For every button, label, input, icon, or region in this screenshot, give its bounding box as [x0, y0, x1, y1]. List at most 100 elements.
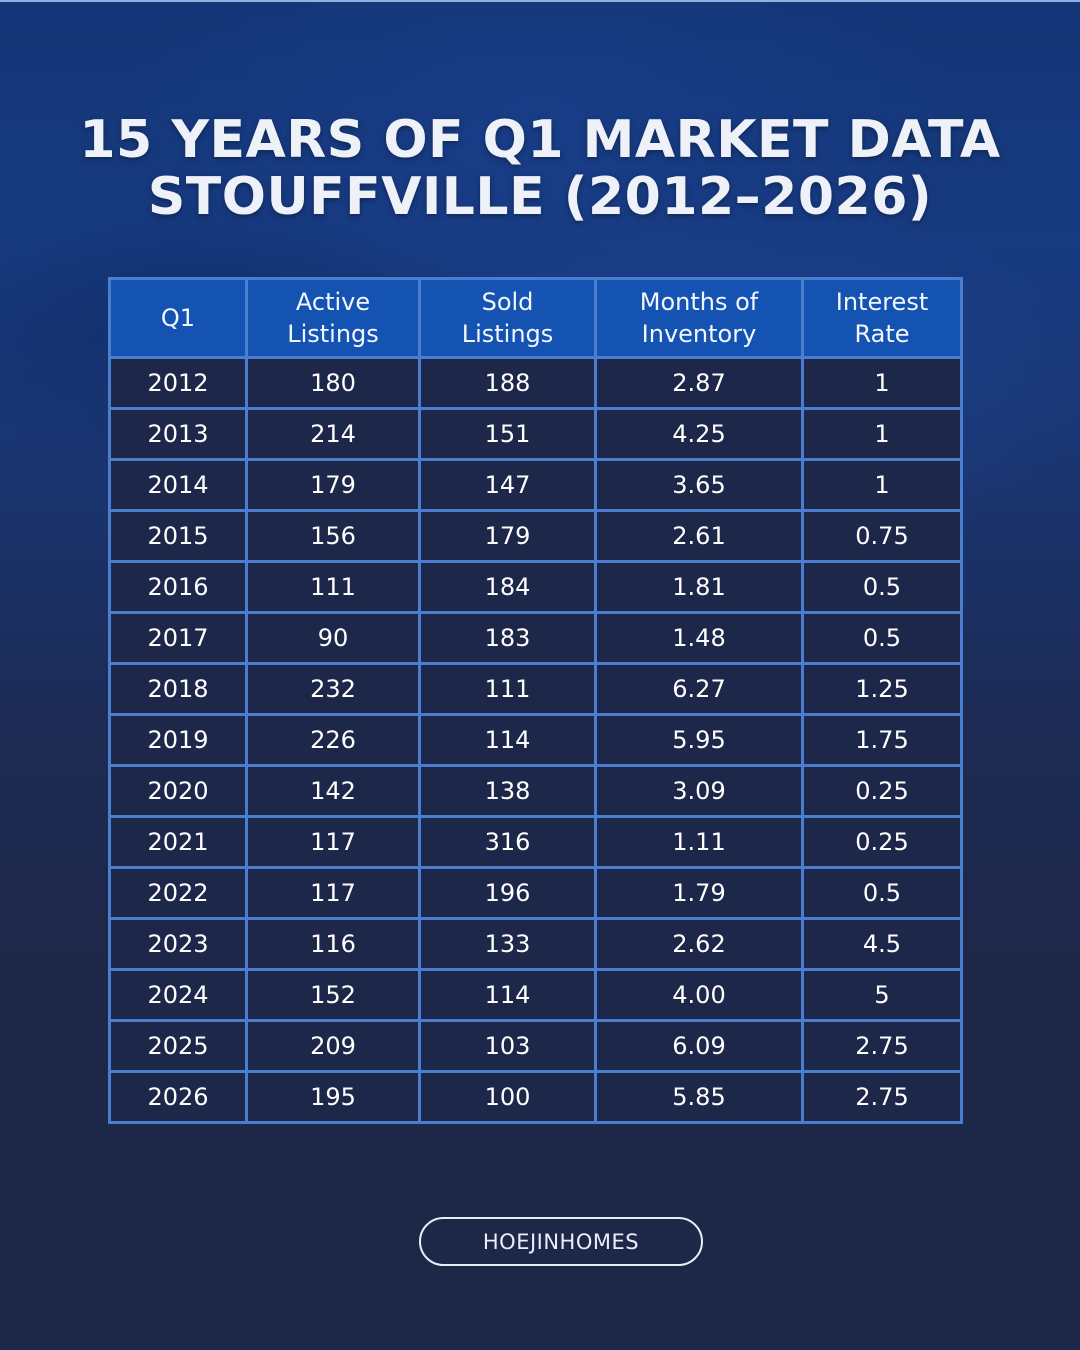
cell-year: 2021 — [108, 815, 248, 869]
table-row: 2025 209 103 6.09 2.75 — [108, 1019, 963, 1073]
cell-year: 2020 — [108, 764, 248, 818]
cell-active-listings: 214 — [245, 407, 421, 461]
cell-active-listings: 156 — [245, 509, 421, 563]
title-line-2: STOUFFVILLE (2012–2026) — [147, 167, 933, 227]
cell-sold-listings: 133 — [418, 917, 597, 971]
cell-sold-listings: 196 — [418, 866, 597, 920]
cell-months-of-inventory: 5.95 — [594, 713, 804, 767]
cell-active-listings: 142 — [245, 764, 421, 818]
cell-year: 2022 — [108, 866, 248, 920]
cell-sold-listings: 316 — [418, 815, 597, 869]
cell-sold-listings: 151 — [418, 407, 597, 461]
cell-interest-rate: 4.5 — [801, 917, 963, 971]
cell-interest-rate: 1.75 — [801, 713, 963, 767]
cell-sold-listings: 114 — [418, 713, 597, 767]
cell-interest-rate: 0.5 — [801, 611, 963, 665]
cell-months-of-inventory: 1.81 — [594, 560, 804, 614]
cell-months-of-inventory: 1.11 — [594, 815, 804, 869]
cell-months-of-inventory: 3.09 — [594, 764, 804, 818]
cell-sold-listings: 183 — [418, 611, 597, 665]
cell-months-of-inventory: 3.65 — [594, 458, 804, 512]
cell-interest-rate: 0.5 — [801, 560, 963, 614]
header-interest-rate: Interest Rate — [801, 277, 963, 359]
cell-months-of-inventory: 2.62 — [594, 917, 804, 971]
cell-year: 2023 — [108, 917, 248, 971]
cell-active-listings: 116 — [245, 917, 421, 971]
table-row: 2022 117 196 1.79 0.5 — [108, 866, 963, 920]
title-line-1: 15 YEARS OF Q1 MARKET DATA — [79, 110, 1001, 170]
table-row: 2018 232 111 6.27 1.25 — [108, 662, 963, 716]
cell-interest-rate: 1.25 — [801, 662, 963, 716]
cell-sold-listings: 188 — [418, 356, 597, 410]
cell-year: 2013 — [108, 407, 248, 461]
cell-year: 2025 — [108, 1019, 248, 1073]
cell-active-listings: 117 — [245, 815, 421, 869]
cell-interest-rate: 1 — [801, 356, 963, 410]
cell-interest-rate: 0.5 — [801, 866, 963, 920]
market-data-table: Q1 Active Listings Sold Listings Months of… — [108, 277, 963, 1124]
cell-months-of-inventory: 5.85 — [594, 1070, 804, 1124]
table-row: 2023 116 133 2.62 4.5 — [108, 917, 963, 971]
cell-interest-rate: 2.75 — [801, 1070, 963, 1124]
cell-sold-listings: 111 — [418, 662, 597, 716]
cell-interest-rate: 1 — [801, 407, 963, 461]
cell-sold-listings: 103 — [418, 1019, 597, 1073]
brand-badge: HOEJINHOMES — [419, 1217, 703, 1266]
cell-year: 2019 — [108, 713, 248, 767]
cell-interest-rate: 0.75 — [801, 509, 963, 563]
header-q1: Q1 — [108, 277, 248, 359]
cell-sold-listings: 179 — [418, 509, 597, 563]
table-row: 2014 179 147 3.65 1 — [108, 458, 963, 512]
header-months-of-inventory: Months of Inventory — [594, 277, 804, 359]
cell-months-of-inventory: 6.27 — [594, 662, 804, 716]
cell-interest-rate: 0.25 — [801, 764, 963, 818]
cell-sold-listings: 100 — [418, 1070, 597, 1124]
header-sold-listings: Sold Listings — [418, 277, 597, 359]
cell-active-listings: 152 — [245, 968, 421, 1022]
header-active-listings: Active Listings — [245, 277, 421, 359]
table-row: 2021 117 316 1.11 0.25 — [108, 815, 963, 869]
cell-active-listings: 111 — [245, 560, 421, 614]
table-row: 2012 180 188 2.87 1 — [108, 356, 963, 410]
table-row: 2026 195 100 5.85 2.75 — [108, 1070, 963, 1124]
cell-months-of-inventory: 1.48 — [594, 611, 804, 665]
cell-months-of-inventory: 1.79 — [594, 866, 804, 920]
cell-active-listings: 209 — [245, 1019, 421, 1073]
table-row: 2016 111 184 1.81 0.5 — [108, 560, 963, 614]
top-border-line — [0, 0, 1080, 2]
cell-months-of-inventory: 2.87 — [594, 356, 804, 410]
cell-year: 2016 — [108, 560, 248, 614]
cell-year: 2018 — [108, 662, 248, 716]
cell-months-of-inventory: 4.00 — [594, 968, 804, 1022]
cell-months-of-inventory: 2.61 — [594, 509, 804, 563]
cell-interest-rate: 2.75 — [801, 1019, 963, 1073]
cell-year: 2017 — [108, 611, 248, 665]
cell-active-listings: 195 — [245, 1070, 421, 1124]
cell-active-listings: 90 — [245, 611, 421, 665]
cell-active-listings: 117 — [245, 866, 421, 920]
table-row: 2015 156 179 2.61 0.75 — [108, 509, 963, 563]
table-row: 2019 226 114 5.95 1.75 — [108, 713, 963, 767]
cell-active-listings: 180 — [245, 356, 421, 410]
table-row: 2017 90 183 1.48 0.5 — [108, 611, 963, 665]
cell-year: 2015 — [108, 509, 248, 563]
cell-interest-rate: 5 — [801, 968, 963, 1022]
cell-active-listings: 232 — [245, 662, 421, 716]
cell-interest-rate: 1 — [801, 458, 963, 512]
cell-active-listings: 179 — [245, 458, 421, 512]
cell-year: 2026 — [108, 1070, 248, 1124]
cell-year: 2012 — [108, 356, 248, 410]
cell-months-of-inventory: 6.09 — [594, 1019, 804, 1073]
cell-year: 2014 — [108, 458, 248, 512]
table-row: 2024 152 114 4.00 5 — [108, 968, 963, 1022]
cell-sold-listings: 184 — [418, 560, 597, 614]
cell-interest-rate: 0.25 — [801, 815, 963, 869]
cell-sold-listings: 114 — [418, 968, 597, 1022]
cell-months-of-inventory: 4.25 — [594, 407, 804, 461]
table-header-row: Q1 Active Listings Sold Listings Months of… — [108, 277, 963, 359]
cell-sold-listings: 138 — [418, 764, 597, 818]
page-title: 15 YEARS OF Q1 MARKET DATA STOUFFVILLE (… — [0, 112, 1080, 226]
cell-active-listings: 226 — [245, 713, 421, 767]
table-row: 2020 142 138 3.09 0.25 — [108, 764, 963, 818]
cell-year: 2024 — [108, 968, 248, 1022]
